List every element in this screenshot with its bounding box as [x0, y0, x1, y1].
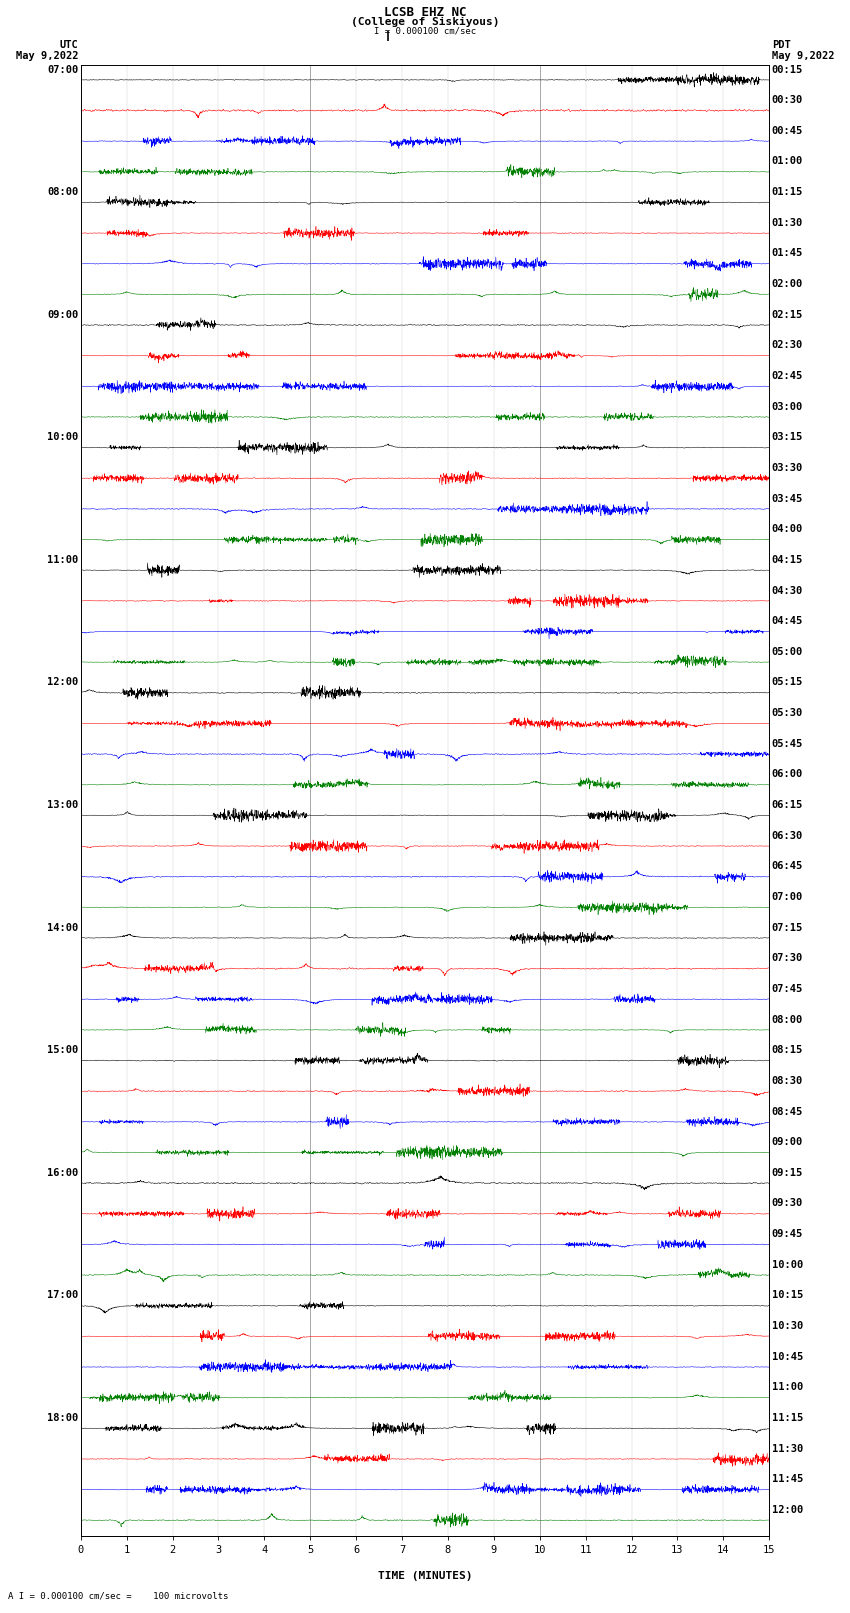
- Text: 07:00: 07:00: [47, 65, 78, 74]
- Text: 10:30: 10:30: [772, 1321, 803, 1331]
- Text: 08:15: 08:15: [772, 1045, 803, 1055]
- Text: 11:00: 11:00: [47, 555, 78, 565]
- Text: 06:30: 06:30: [772, 831, 803, 840]
- Text: 05:15: 05:15: [772, 677, 803, 687]
- Text: 15:00: 15:00: [47, 1045, 78, 1055]
- Text: LCSB EHZ NC: LCSB EHZ NC: [383, 5, 467, 18]
- Text: 04:15: 04:15: [772, 555, 803, 565]
- Text: (College of Siskiyous): (College of Siskiyous): [351, 18, 499, 27]
- Text: 05:00: 05:00: [772, 647, 803, 656]
- Text: 00:15: 00:15: [772, 65, 803, 74]
- Text: 02:45: 02:45: [772, 371, 803, 381]
- Text: 05:30: 05:30: [772, 708, 803, 718]
- Text: A I = 0.000100 cm/sec =    100 microvolts: A I = 0.000100 cm/sec = 100 microvolts: [8, 1590, 229, 1600]
- Text: 02:30: 02:30: [772, 340, 803, 350]
- Text: 04:45: 04:45: [772, 616, 803, 626]
- Text: 07:45: 07:45: [772, 984, 803, 994]
- Text: 02:00: 02:00: [772, 279, 803, 289]
- Text: 02:15: 02:15: [772, 310, 803, 319]
- Text: 07:00: 07:00: [772, 892, 803, 902]
- Text: 00:30: 00:30: [772, 95, 803, 105]
- Text: 09:45: 09:45: [772, 1229, 803, 1239]
- Text: 11:45: 11:45: [772, 1474, 803, 1484]
- Text: 04:30: 04:30: [772, 586, 803, 595]
- Text: 06:00: 06:00: [772, 769, 803, 779]
- Text: 03:45: 03:45: [772, 494, 803, 503]
- Text: 09:15: 09:15: [772, 1168, 803, 1177]
- Text: 01:45: 01:45: [772, 248, 803, 258]
- Text: 04:00: 04:00: [772, 524, 803, 534]
- Text: 10:45: 10:45: [772, 1352, 803, 1361]
- Text: 10:15: 10:15: [772, 1290, 803, 1300]
- Text: 10:00: 10:00: [772, 1260, 803, 1269]
- Text: 07:15: 07:15: [772, 923, 803, 932]
- Text: 03:30: 03:30: [772, 463, 803, 473]
- Text: 08:30: 08:30: [772, 1076, 803, 1086]
- Text: 17:00: 17:00: [47, 1290, 78, 1300]
- Text: 03:00: 03:00: [772, 402, 803, 411]
- Text: 01:30: 01:30: [772, 218, 803, 227]
- Text: 05:45: 05:45: [772, 739, 803, 748]
- Text: I = 0.000100 cm/sec: I = 0.000100 cm/sec: [374, 26, 476, 35]
- Text: 08:00: 08:00: [47, 187, 78, 197]
- Text: 18:00: 18:00: [47, 1413, 78, 1423]
- Text: 08:00: 08:00: [772, 1015, 803, 1024]
- Text: 09:30: 09:30: [772, 1198, 803, 1208]
- Text: 10:00: 10:00: [47, 432, 78, 442]
- Text: 13:00: 13:00: [47, 800, 78, 810]
- Text: 08:45: 08:45: [772, 1107, 803, 1116]
- Text: 12:00: 12:00: [47, 677, 78, 687]
- Text: 11:00: 11:00: [772, 1382, 803, 1392]
- Text: 16:00: 16:00: [47, 1168, 78, 1177]
- Text: 11:30: 11:30: [772, 1444, 803, 1453]
- Text: 03:15: 03:15: [772, 432, 803, 442]
- Text: 14:00: 14:00: [47, 923, 78, 932]
- Text: 01:15: 01:15: [772, 187, 803, 197]
- Text: 09:00: 09:00: [772, 1137, 803, 1147]
- Text: 07:30: 07:30: [772, 953, 803, 963]
- Text: 01:00: 01:00: [772, 156, 803, 166]
- Text: PDT
May 9,2022: PDT May 9,2022: [772, 40, 835, 61]
- Text: 06:15: 06:15: [772, 800, 803, 810]
- Text: 12:00: 12:00: [772, 1505, 803, 1515]
- Text: 11:15: 11:15: [772, 1413, 803, 1423]
- Text: 00:45: 00:45: [772, 126, 803, 135]
- Text: TIME (MINUTES): TIME (MINUTES): [377, 1571, 473, 1581]
- Text: 09:00: 09:00: [47, 310, 78, 319]
- Text: UTC
May 9,2022: UTC May 9,2022: [15, 40, 78, 61]
- Text: 06:45: 06:45: [772, 861, 803, 871]
